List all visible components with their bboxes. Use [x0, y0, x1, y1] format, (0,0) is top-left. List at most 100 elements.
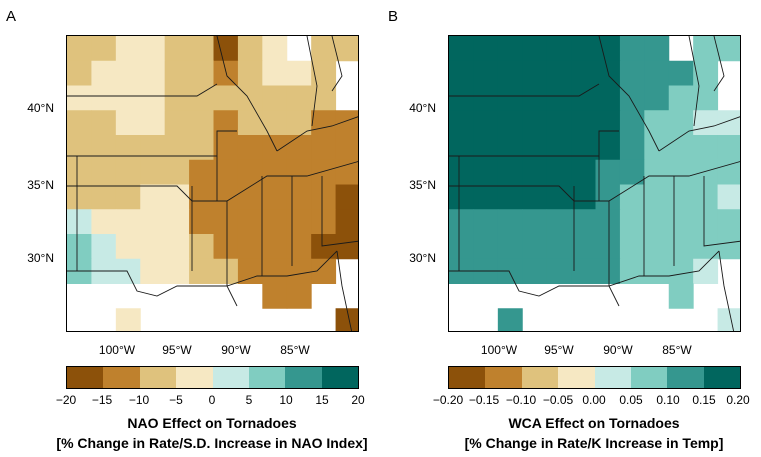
grid-cell [644, 60, 670, 86]
panel-a-letter: A [6, 8, 17, 25]
grid-cell [311, 135, 337, 161]
grid-cell [237, 209, 263, 235]
grid-cell [91, 60, 117, 86]
grid-cell [262, 184, 288, 210]
grid-cell [237, 110, 263, 136]
grid-cell [286, 184, 312, 210]
grid-cell [286, 234, 312, 260]
colorbar-swatch [558, 367, 595, 388]
grid-cell [571, 258, 596, 284]
lat-label-40-b: 40°N [409, 101, 436, 115]
grid-cell [497, 209, 523, 235]
lat-label-30-b: 30°N [409, 251, 436, 265]
grid-cell [164, 184, 190, 210]
grid-cell [546, 159, 572, 185]
grid-cell [668, 135, 694, 161]
grid-cell [237, 135, 263, 161]
grid-cell [189, 110, 214, 136]
panel-b-letter: B [388, 8, 399, 25]
grid-cell [115, 110, 141, 136]
grid-cell [546, 184, 572, 210]
grid-cell [237, 60, 263, 86]
grid-cell [717, 209, 740, 235]
grid-cell [335, 209, 358, 235]
grid-cell [497, 85, 523, 111]
grid-cell [546, 36, 572, 62]
grid-cell [595, 36, 621, 62]
grid-cell [619, 135, 645, 161]
grid-cell [595, 135, 621, 161]
grid-cell [595, 258, 621, 284]
colorbar-b-tick: −0.20 [432, 393, 464, 407]
grid-cell [237, 258, 263, 284]
grid-cell [140, 209, 166, 235]
grid-cell [286, 110, 312, 136]
border-line [688, 36, 700, 127]
colorbar-swatch [521, 367, 559, 388]
colorbar-b-tick: −0.10 [505, 393, 537, 407]
grid-cell [571, 135, 596, 161]
grid-cell [189, 234, 214, 260]
grid-cell [335, 308, 358, 331]
grid-cell [164, 159, 190, 185]
grid-cell [693, 110, 719, 136]
grid-cell [693, 159, 719, 185]
colorbar-b [448, 366, 741, 389]
grid-cell [286, 159, 312, 185]
grid-cell [693, 85, 719, 111]
grid-cell [619, 184, 645, 210]
colorbar-swatch [139, 367, 177, 388]
grid-cell [67, 234, 92, 260]
grid-cell [140, 234, 166, 260]
grid-cell [115, 135, 141, 161]
grid-cell [644, 184, 670, 210]
grid-cell [311, 209, 337, 235]
grid-cell [262, 209, 288, 235]
grid-cell [546, 85, 572, 111]
grid-cell [522, 234, 548, 260]
grid-cell [140, 110, 166, 136]
grid-cell [213, 36, 239, 62]
grid-cell [449, 209, 474, 235]
grid-cell [644, 36, 670, 62]
grid-cell [449, 60, 474, 86]
grid-cell [140, 135, 166, 161]
grid-cell [91, 135, 117, 161]
border-line [598, 36, 660, 152]
grid-cell [595, 85, 621, 111]
colorbar-swatch [176, 367, 213, 388]
colorbar-b-tick: −0.05 [542, 393, 574, 407]
colorbar-b-title: WCA Effect on Tornadoes [% Change in Rat… [424, 413, 761, 453]
colorbar-a-tick: 5 [245, 393, 253, 407]
colorbar-swatch [248, 367, 286, 388]
grid-cell [164, 209, 190, 235]
grid-cell [262, 159, 288, 185]
grid-cell [693, 135, 719, 161]
colorbar-b-tick: 0.05 [619, 393, 643, 407]
grid-cell [286, 85, 312, 111]
colorbar-swatch [67, 367, 104, 388]
grid-cell [473, 60, 499, 86]
border-line [713, 36, 725, 92]
grid-cell [67, 36, 92, 62]
grid-cell [286, 135, 312, 161]
grid-cell [522, 209, 548, 235]
grid-cell [115, 85, 141, 111]
lat-label-35-a: 35°N [27, 178, 54, 192]
grid-cell [668, 110, 694, 136]
grid-cell [262, 283, 288, 309]
grid-cell [571, 110, 596, 136]
grid-cell [164, 85, 190, 111]
grid-cell [619, 110, 645, 136]
colorbar-a-title-line2: [% Change in Rate/S.D. Increase in NAO I… [56, 435, 368, 451]
grid-cell [262, 36, 288, 62]
grid-cell [140, 159, 166, 185]
grid-cell [717, 234, 740, 260]
grid-cell [473, 110, 499, 136]
colorbar-b-title-line2: [% Change in Rate/K Increase in Temp] [464, 435, 724, 451]
grid-cell [286, 283, 312, 309]
grid-cell [693, 209, 719, 235]
lon-label-100-b: 100°W [480, 343, 518, 357]
grid-cell [717, 184, 740, 210]
grid-cell [595, 234, 621, 260]
